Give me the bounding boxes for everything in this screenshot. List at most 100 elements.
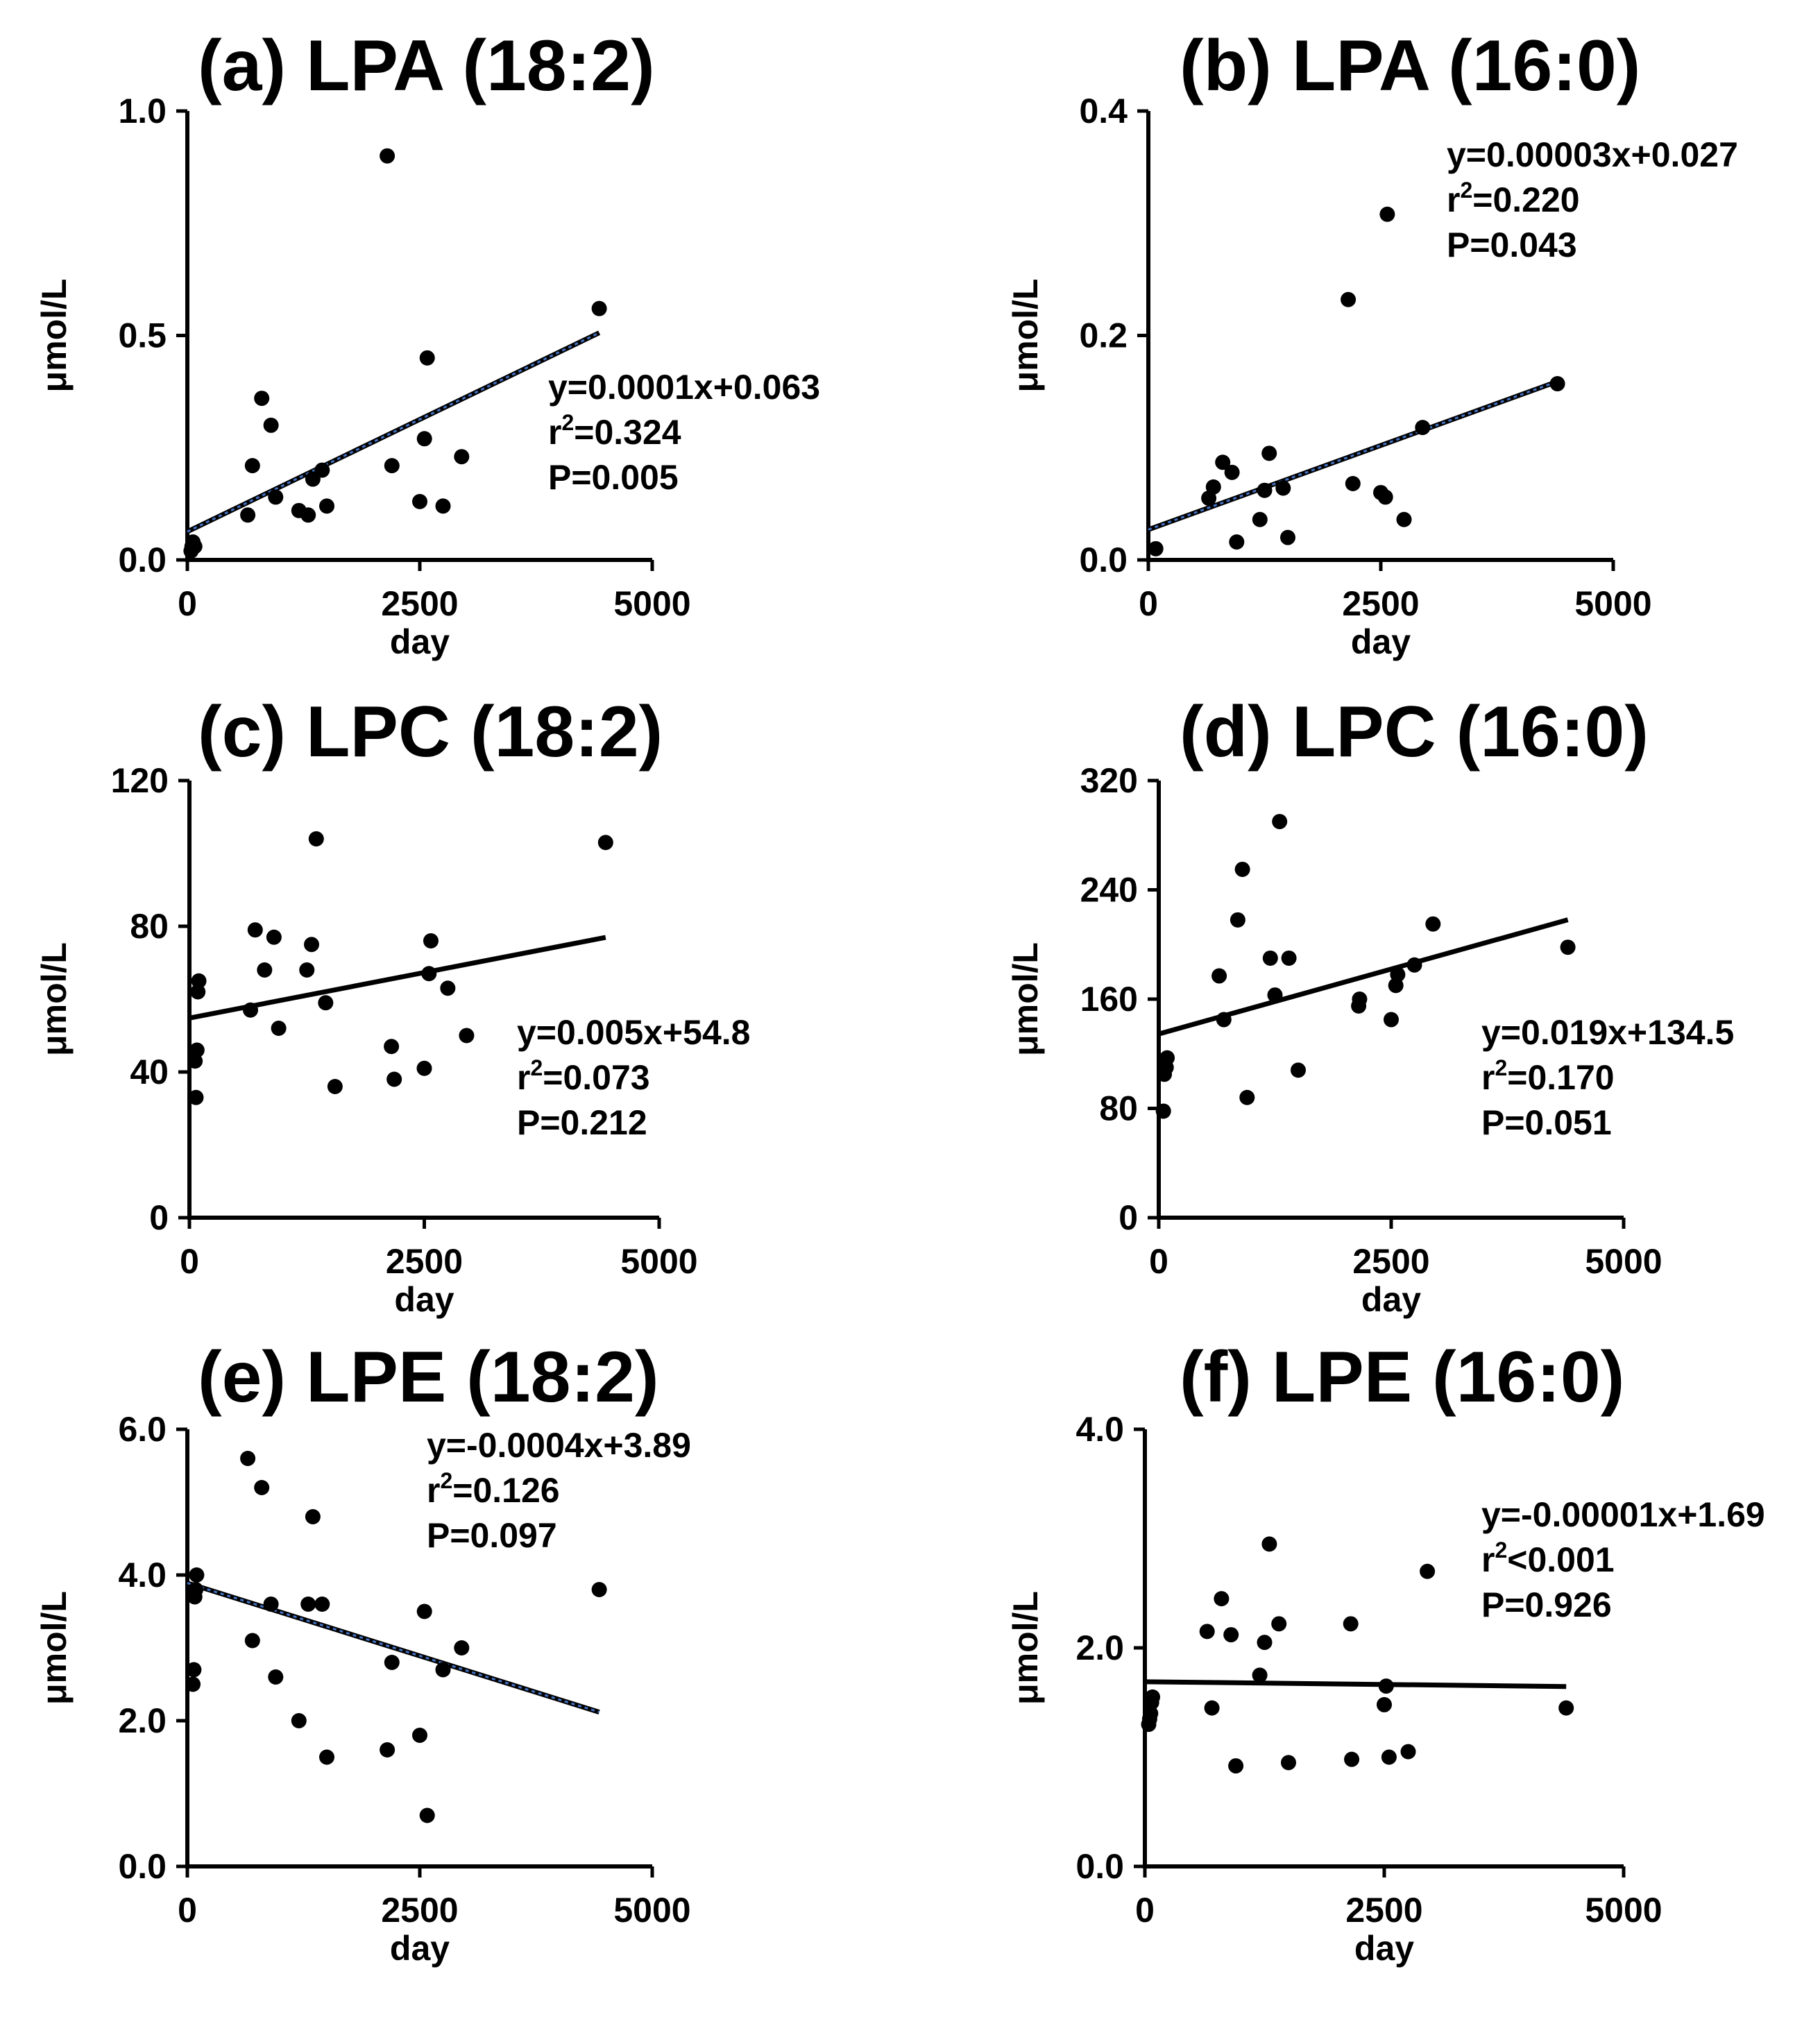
data-point — [1252, 1667, 1268, 1683]
x-axis-label: day — [390, 622, 450, 661]
data-point — [186, 1662, 202, 1678]
r-squared-label: r2=0.324 — [548, 410, 681, 452]
trend-line-highlight — [187, 1582, 600, 1714]
y-tick-label: 6.0 — [118, 1410, 167, 1449]
data-point — [412, 493, 427, 509]
y-tick-label: 2.0 — [1075, 1628, 1124, 1667]
x-tick-label: 2500 — [1342, 584, 1419, 623]
data-point — [300, 507, 316, 523]
data-point — [268, 489, 284, 505]
data-point — [380, 1742, 396, 1757]
chart-panel-a: (a) LPA (18:2) 0.0 0.5 1.0 0 2500 5000 day μmol/… — [35, 26, 820, 661]
data-point — [1281, 950, 1297, 966]
data-point — [314, 462, 330, 478]
data-point — [187, 538, 203, 554]
data-point — [416, 431, 432, 447]
y-axis-label: μmol/L — [35, 1591, 74, 1705]
y-tick-label: 80 — [130, 907, 169, 946]
data-point — [423, 933, 439, 948]
chart-panel-e: (e) LPE (18:2) 0.0 2.0 4.0 6.0 0 2500 5000 day μm… — [35, 1337, 691, 1968]
r-symbol: r — [1481, 1540, 1495, 1579]
data-point — [1228, 1758, 1244, 1774]
data-point — [1257, 482, 1273, 498]
data-point — [591, 1582, 607, 1597]
panel-title: (b) LPA (16:0) — [1180, 26, 1640, 106]
data-point — [308, 831, 324, 846]
data-point — [416, 1603, 432, 1619]
y-tick-label: 0 — [1119, 1198, 1138, 1237]
regression-equation: y=-0.00001x+1.69 — [1481, 1495, 1765, 1534]
x-tick-label: 5000 — [1574, 584, 1651, 623]
data-point — [1377, 1696, 1392, 1712]
data-point — [190, 984, 206, 1000]
regression-equation: y=-0.0004x+3.89 — [427, 1426, 691, 1465]
trend-line — [186, 330, 601, 534]
y-axis-label: μmol/L — [1006, 279, 1045, 393]
r-squared-label: r2=0.220 — [1447, 178, 1580, 219]
r-value: =0.126 — [452, 1471, 559, 1510]
data-point — [319, 498, 334, 514]
r-value: =0.170 — [1507, 1058, 1614, 1097]
data-point — [188, 1582, 204, 1597]
data-point — [240, 1451, 256, 1466]
data-point — [244, 458, 260, 474]
y-tick-label: 4.0 — [1075, 1410, 1124, 1449]
data-point — [185, 1676, 201, 1692]
data-point — [1343, 1616, 1359, 1632]
panel-title: (e) LPE (18:2) — [198, 1337, 659, 1418]
data-point — [247, 922, 263, 938]
data-point — [1159, 1050, 1175, 1066]
data-point — [266, 929, 282, 945]
data-point — [1214, 1591, 1230, 1607]
data-point — [597, 835, 613, 851]
r-superscript: 2 — [440, 1468, 452, 1493]
data-point — [263, 1597, 279, 1612]
y-tick-label: 0.0 — [1075, 1847, 1124, 1886]
r-superscript: 2 — [1495, 1538, 1507, 1563]
y-tick-label: 80 — [1099, 1089, 1138, 1128]
trend-line — [189, 935, 606, 1021]
data-point — [263, 417, 279, 433]
y-axis-label: μmol/L — [35, 279, 74, 393]
data-point — [1291, 1062, 1306, 1078]
data-point — [291, 1713, 307, 1728]
data-point — [421, 966, 437, 982]
trend-line-highlight — [1148, 380, 1558, 531]
data-point — [299, 962, 315, 978]
x-tick-label: 5000 — [1585, 1242, 1662, 1281]
p-value-label: P=0.005 — [548, 458, 679, 497]
data-point — [1204, 1700, 1220, 1716]
data-point — [1384, 1012, 1399, 1028]
data-point — [1215, 454, 1231, 470]
data-point — [268, 1669, 284, 1685]
x-tick-label: 5000 — [613, 584, 690, 623]
data-point — [189, 1042, 205, 1058]
data-point — [1415, 420, 1431, 436]
data-point — [1143, 1705, 1159, 1721]
regression-equation: y=0.019x+134.5 — [1481, 1013, 1734, 1052]
x-axis-label: day — [394, 1280, 454, 1319]
y-tick-label: 0.2 — [1079, 316, 1128, 355]
chart-panel-c: (c) LPC (18:2) 0 40 80 120 0 2500 5000 day μmol/L… — [35, 692, 750, 1319]
r-value: =0.073 — [543, 1058, 649, 1097]
y-tick-label: 1.0 — [118, 92, 167, 130]
data-point — [1223, 1627, 1239, 1643]
data-point — [1344, 1751, 1360, 1767]
data-point — [300, 1597, 316, 1612]
x-tick-label: 5000 — [613, 1891, 690, 1930]
data-point — [454, 1640, 470, 1655]
data-point — [1239, 1089, 1255, 1105]
data-point — [380, 148, 396, 164]
x-tick-label: 2500 — [381, 584, 458, 623]
data-point — [254, 391, 270, 407]
p-value-label: P=0.043 — [1447, 225, 1577, 264]
r-superscript: 2 — [1460, 178, 1472, 203]
y-tick-label: 0.0 — [118, 540, 167, 579]
data-point — [1396, 511, 1412, 527]
data-point — [319, 1749, 334, 1765]
x-axis-label: day — [1354, 1929, 1414, 1968]
y-axis-label: μmol/L — [1006, 942, 1045, 1056]
data-point — [1199, 1624, 1215, 1640]
r-superscript: 2 — [561, 410, 574, 435]
